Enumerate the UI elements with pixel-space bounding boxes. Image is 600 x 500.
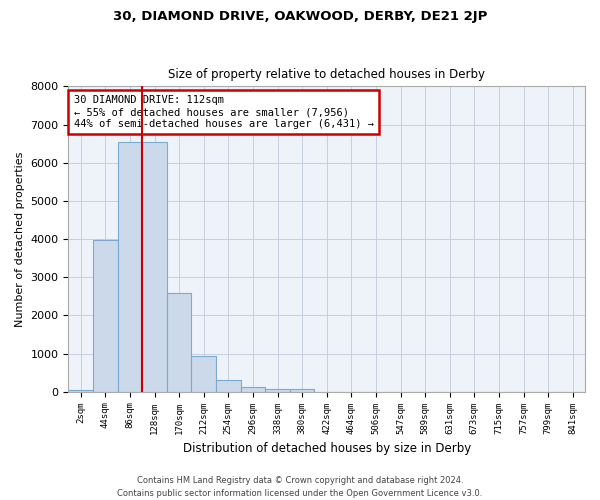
Bar (68, 390, 93, 392)
Bar (241, 387, 265, 392)
Y-axis label: Number of detached properties: Number of detached properties (15, 152, 25, 326)
Bar (265, 389, 290, 392)
Bar (118, 142, 142, 392)
Bar (142, 142, 167, 392)
Bar (93, 240, 118, 392)
Bar (216, 380, 241, 392)
Bar (167, 293, 191, 392)
Text: 30, DIAMOND DRIVE, OAKWOOD, DERBY, DE21 2JP: 30, DIAMOND DRIVE, OAKWOOD, DERBY, DE21 … (113, 10, 487, 23)
Title: Size of property relative to detached houses in Derby: Size of property relative to detached ho… (168, 68, 485, 81)
Bar (290, 389, 314, 392)
X-axis label: Distribution of detached houses by size in Derby: Distribution of detached houses by size … (182, 442, 471, 455)
Text: Contains HM Land Registry data © Crown copyright and database right 2024.
Contai: Contains HM Land Registry data © Crown c… (118, 476, 482, 498)
Text: 30 DIAMOND DRIVE: 112sqm
← 55% of detached houses are smaller (7,956)
44% of sem: 30 DIAMOND DRIVE: 112sqm ← 55% of detach… (74, 96, 374, 128)
Bar (191, 356, 216, 392)
